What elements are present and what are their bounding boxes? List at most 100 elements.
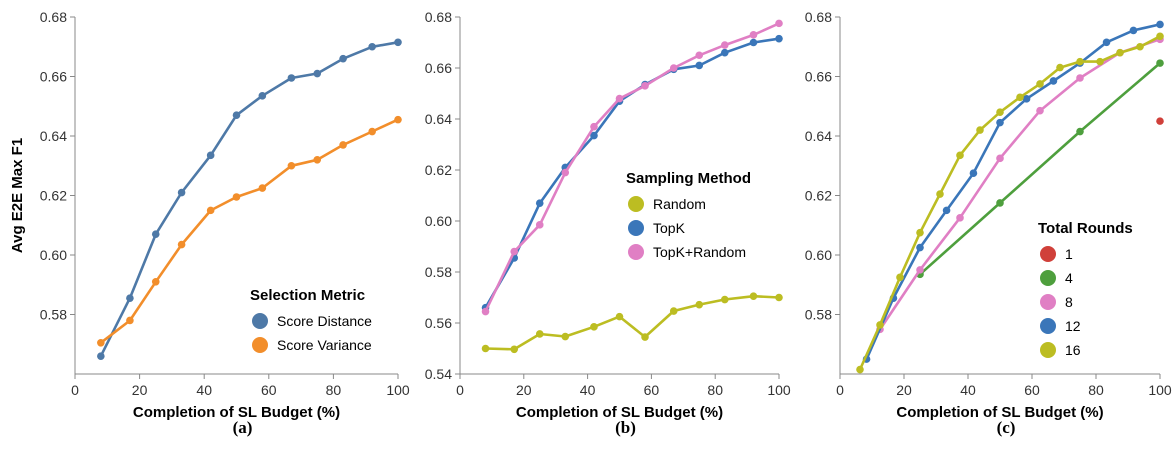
series-random: [481, 292, 783, 354]
x-tick-label: 100: [386, 382, 410, 398]
data-point: [287, 74, 296, 82]
legend-swatch: [1040, 318, 1056, 334]
data-point: [1022, 95, 1031, 103]
data-point: [535, 199, 544, 207]
data-point: [1156, 20, 1164, 29]
x-tick-label: 20: [132, 382, 148, 398]
y-tick-label: 0.66: [805, 69, 832, 85]
legend-title: Sampling Method: [626, 170, 751, 187]
legend-label: Score Variance: [277, 337, 372, 353]
y-tick-label: 0.64: [40, 128, 67, 144]
legend-swatch: [1040, 270, 1056, 286]
data-point: [1049, 77, 1058, 85]
y-tick-label: 0.60: [425, 213, 452, 229]
data-point: [258, 92, 267, 100]
legend-label: 16: [1065, 342, 1081, 358]
panel-b: 0.54 0.56 0.58 0.60 0.62 0.64 0.66 0.68 0 20 40 60 8…: [425, 9, 791, 437]
data-point: [232, 193, 241, 201]
data-point: [1116, 48, 1124, 57]
data-point: [615, 312, 624, 321]
y-tick-label: 0.62: [40, 188, 67, 204]
data-point: [1036, 80, 1044, 88]
data-point: [1096, 57, 1104, 66]
data-point: [1036, 106, 1044, 115]
legend-swatch: [252, 313, 268, 329]
data-point: [876, 321, 884, 329]
y-tick-label: 0.58: [40, 307, 67, 323]
data-point: [695, 300, 704, 309]
data-point: [1129, 26, 1138, 35]
y-tick-label: 0.62: [425, 162, 452, 178]
y-tick-label: 0.68: [40, 9, 67, 25]
x-tick-label: 80: [326, 382, 342, 398]
data-point: [561, 168, 570, 177]
data-point: [1076, 127, 1084, 136]
y-tick-label: 0.64: [425, 111, 452, 127]
data-point: [669, 64, 678, 72]
data-point: [510, 247, 519, 256]
data-point: [339, 141, 347, 149]
data-point: [775, 19, 783, 28]
data-point: [996, 154, 1004, 163]
data-point: [1056, 63, 1064, 72]
data-point: [590, 323, 598, 331]
data-point: [916, 266, 924, 274]
x-tick-label: 80: [707, 382, 723, 398]
legend: Total Rounds 1 4 8 12 16: [1038, 220, 1133, 358]
legend-label: 1: [1065, 246, 1073, 262]
legend-title: Selection Metric: [250, 287, 365, 304]
x-tick-label: 60: [1024, 382, 1040, 398]
series-score-distance: [97, 38, 402, 360]
panel-a: 0.58 0.60 0.62 0.64 0.66 0.68 0 20 40 60 80 100 Comp…: [9, 9, 410, 437]
x-tick-label: 0: [456, 382, 464, 398]
y-tick-label: 0.56: [425, 315, 452, 331]
legend-label: 12: [1065, 318, 1081, 334]
y-tick-label: 0.66: [40, 69, 67, 85]
y-tick-label: 0.60: [40, 247, 67, 263]
data-point: [535, 221, 544, 229]
series-line: [484, 22, 780, 313]
x-tick-label: 20: [896, 382, 912, 398]
x-tick-label: 100: [1148, 382, 1172, 398]
data-point: [368, 42, 376, 51]
series-line: [485, 294, 780, 351]
legend-swatch: [628, 196, 644, 212]
data-point: [856, 365, 864, 374]
data-point: [177, 188, 186, 197]
data-point: [996, 108, 1004, 116]
series-4: [916, 59, 1164, 279]
data-point: [749, 38, 758, 47]
data-point: [669, 307, 678, 315]
data-point: [615, 94, 624, 103]
series-topk-random: [481, 19, 783, 316]
x-axis-title: Completion of SL Budget (%): [516, 404, 723, 421]
legend-label: Random: [653, 196, 706, 212]
data-point: [339, 54, 347, 63]
legend-label: 8: [1065, 294, 1073, 310]
series-12: [862, 20, 1164, 363]
panel-caption: (a): [233, 418, 253, 437]
y-tick-label: 0.58: [425, 264, 452, 280]
x-tick-label: 100: [767, 382, 791, 398]
legend-label: Score Distance: [277, 313, 372, 329]
data-point: [1156, 32, 1164, 41]
legend-swatch: [252, 337, 268, 353]
legend-swatch: [1040, 342, 1056, 358]
data-point: [510, 345, 519, 354]
data-point: [97, 352, 105, 360]
data-point: [258, 184, 267, 192]
data-point: [151, 230, 160, 238]
data-point: [394, 38, 402, 47]
legend-label: TopK: [653, 220, 686, 236]
data-point: [749, 292, 758, 301]
data-point: [151, 277, 160, 286]
y-tick-label: 0.58: [805, 307, 832, 323]
series-line: [100, 118, 399, 344]
panel-c: 0.58 0.60 0.62 0.64 0.66 0.68 0 20 40 60 80 100 Comp…: [805, 9, 1172, 437]
y-axis-title: Avg E2E Max F1: [9, 138, 26, 253]
data-point: [775, 34, 783, 43]
data-point: [695, 51, 704, 60]
data-point: [749, 31, 758, 39]
x-tick-label: 40: [580, 382, 596, 398]
y-tick-label: 0.60: [805, 247, 832, 263]
